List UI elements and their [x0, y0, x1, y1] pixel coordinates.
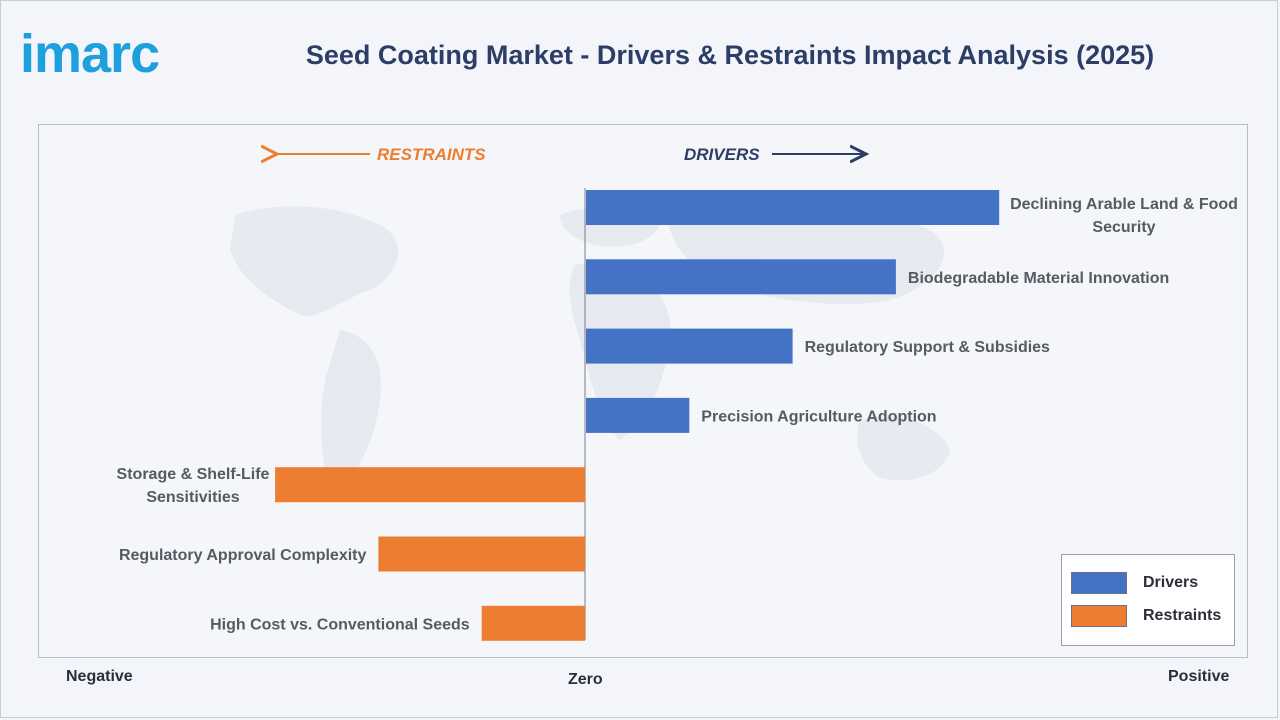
legend-swatch-drivers	[1071, 572, 1127, 594]
legend-label-drivers: Drivers	[1143, 574, 1199, 591]
legend-item-drivers: Drivers	[1071, 571, 1198, 595]
bar-restraint-4	[275, 467, 585, 503]
bar-label-6: High Cost vs. Conventional Seeds	[210, 616, 470, 633]
bar-label-4: Storage & Shelf-Life Sensitivities	[117, 466, 270, 506]
bar-label-5: Regulatory Approval Complexity	[119, 547, 367, 564]
bar-labels-group: Declining Arable Land & Food Security Biod…	[117, 196, 1238, 633]
bar-restraint-5	[378, 536, 585, 572]
bar-driver-3	[586, 397, 690, 433]
legend-swatch-restraints	[1071, 605, 1127, 627]
legend-label-restraints: Restraints	[1143, 607, 1222, 624]
page-title: Seed Coating Market - Drivers & Restrain…	[305, 40, 1155, 70]
bar-restraint-6	[481, 605, 585, 641]
bar-driver-0	[586, 190, 1000, 225]
bar-label-3: Precision Agriculture Adoption	[701, 408, 936, 425]
restraints-direction-label: RESTRAINTS	[377, 145, 486, 164]
chart-legend: Drivers Restraints	[1061, 554, 1235, 646]
axis-zero-label: Zero	[568, 671, 603, 688]
bar-driver-1	[586, 259, 896, 295]
imarc-logo-text: imarc	[20, 24, 159, 84]
bar-driver-2	[586, 328, 793, 364]
drivers-direction-label: DRIVERS	[684, 145, 760, 164]
bar-label-1: Biodegradable Material Innovation	[908, 270, 1169, 287]
axis-negative-label: Negative	[66, 668, 133, 685]
imarc-logo: imarc	[20, 24, 160, 84]
axis-positive-label: Positive	[1168, 668, 1230, 685]
bars-group	[275, 190, 1000, 641]
bar-label-2: Regulatory Support & Subsidies	[805, 339, 1050, 356]
legend-item-restraints: Restraints	[1071, 604, 1221, 628]
bar-label-0: Declining Arable Land & Food Security	[1010, 196, 1238, 236]
